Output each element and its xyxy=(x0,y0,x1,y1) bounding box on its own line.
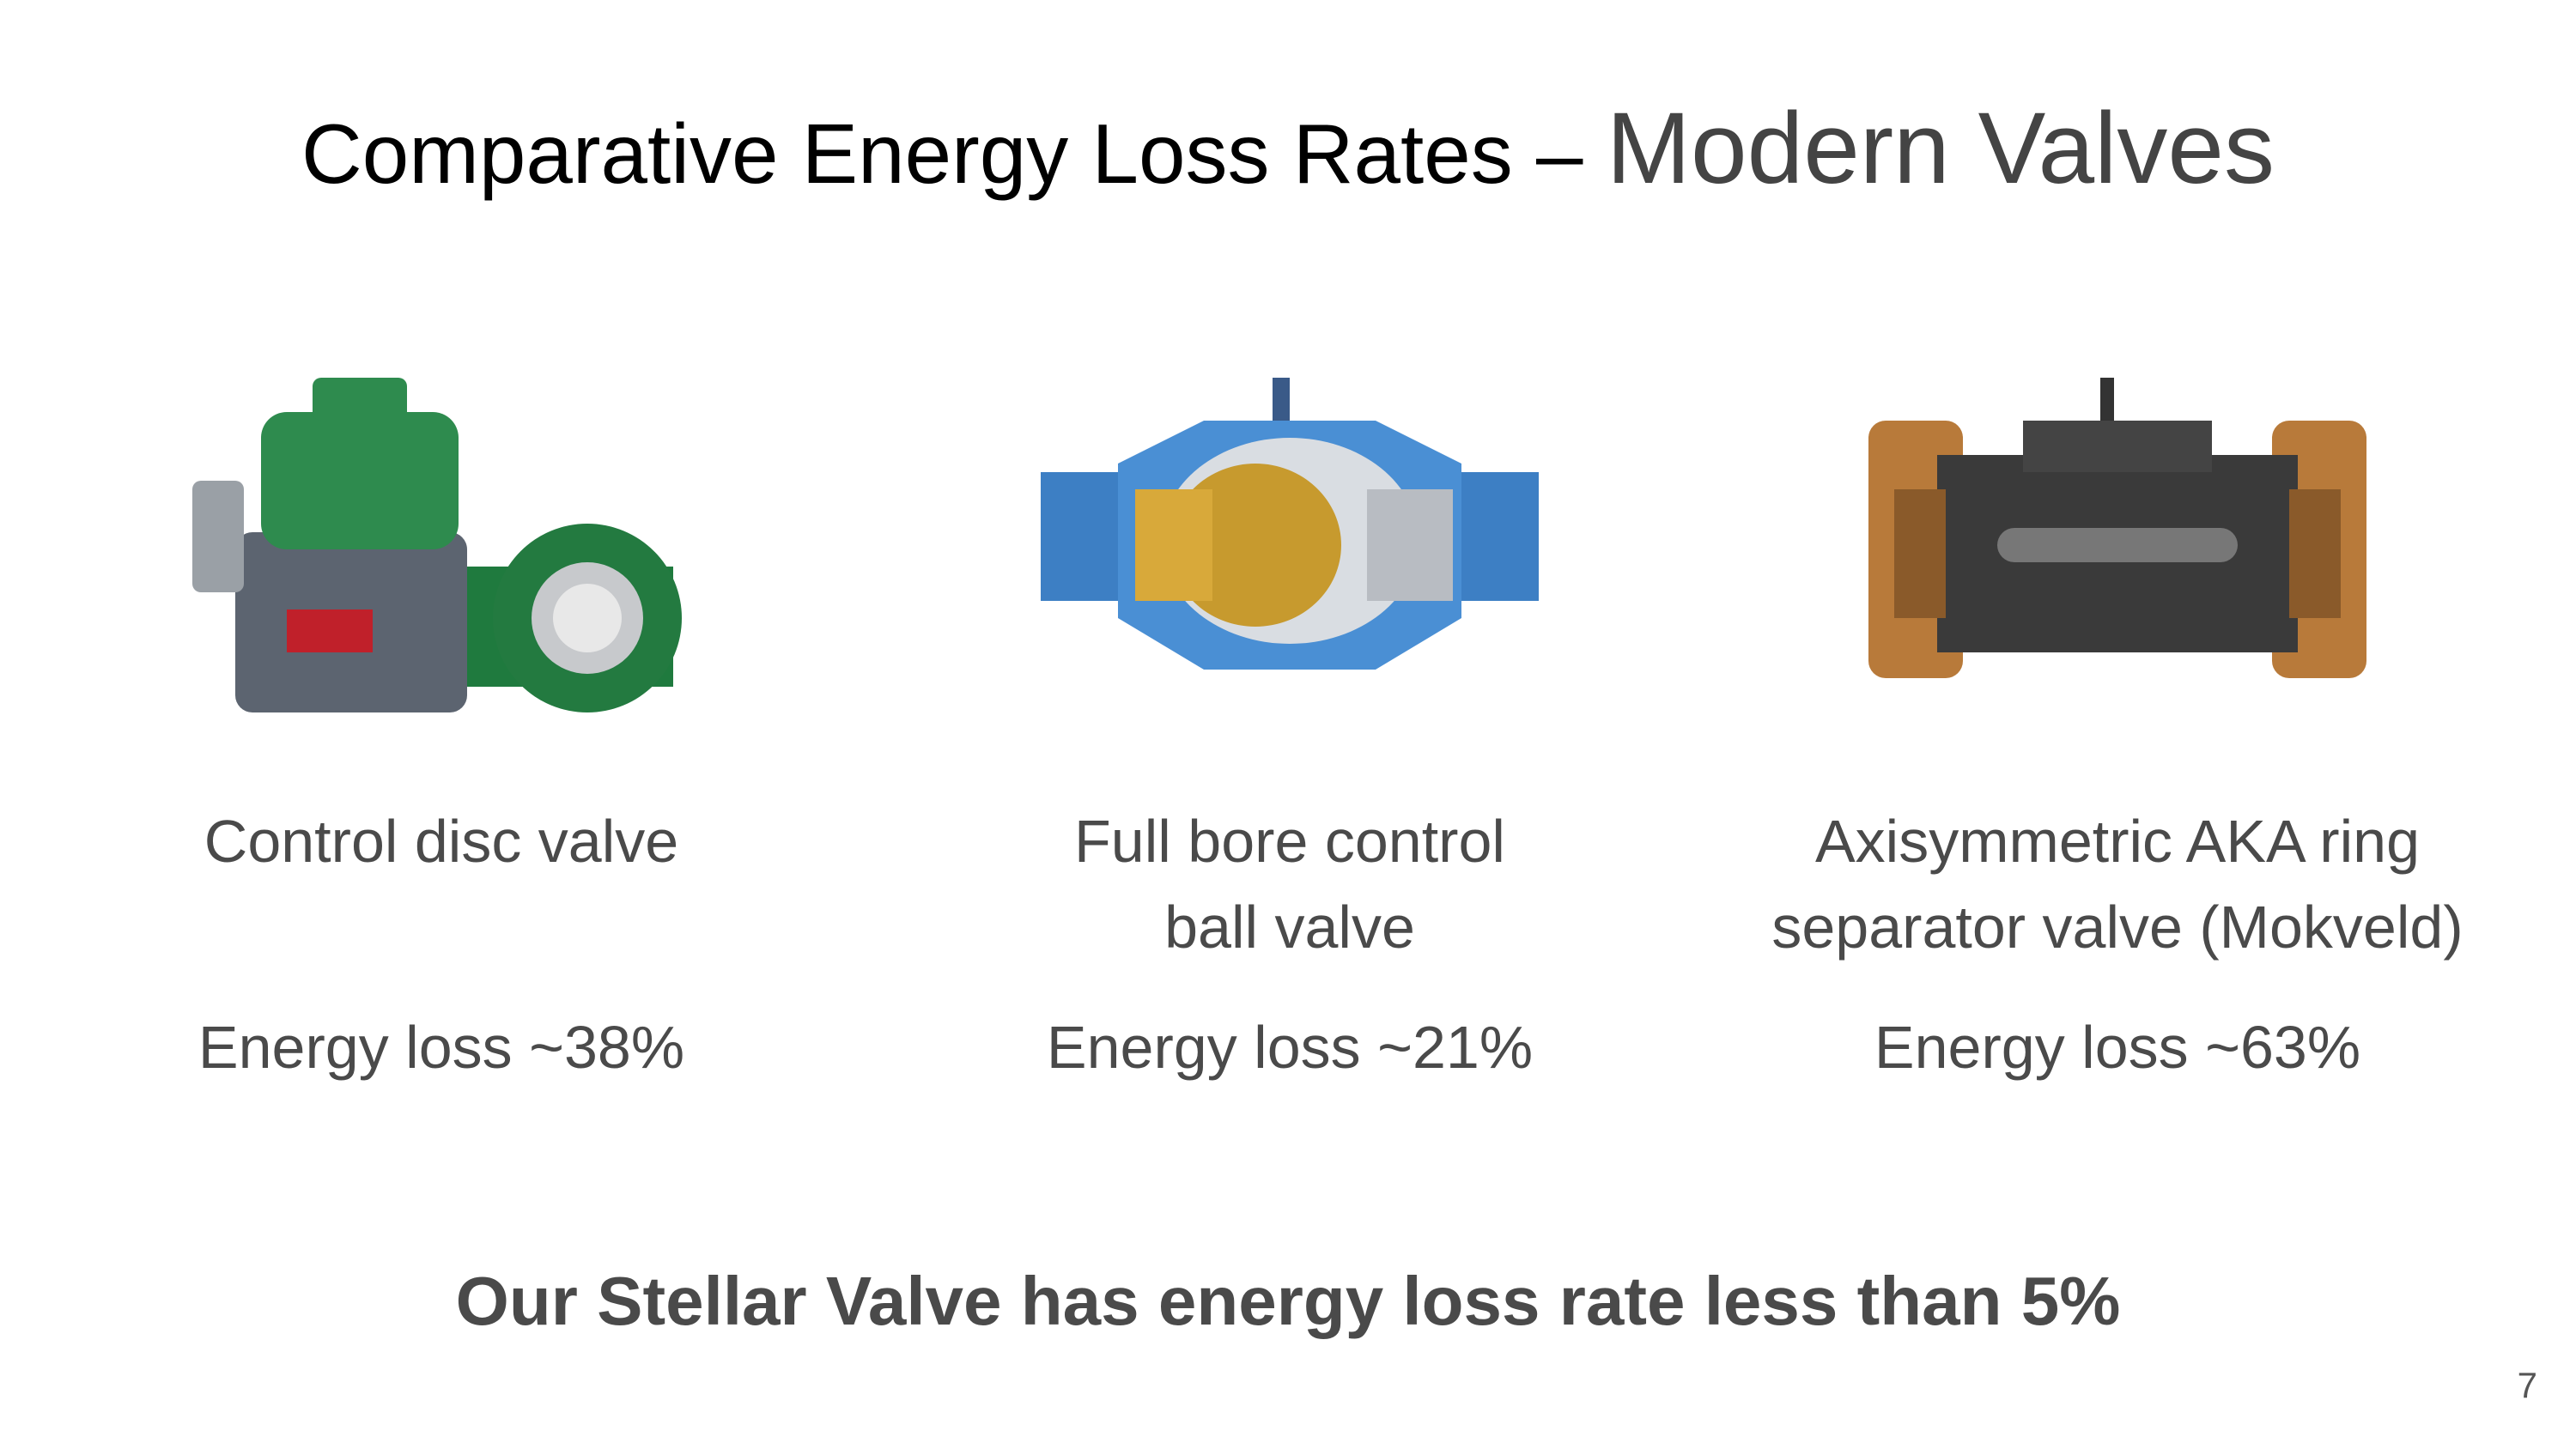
energy-loss: Energy loss ~38% xyxy=(197,1014,685,1081)
title-main: Comparative Energy Loss Rates – xyxy=(301,106,1607,201)
valve-column: Full bore control ball valve Energy loss … xyxy=(860,361,1719,1081)
valve-name: Axisymmetric AKA ring separator valve (Mo… xyxy=(1688,798,2547,970)
valve-column: Control disc valve Energy loss ~38% xyxy=(12,361,871,1081)
valve-column: Axisymmetric AKA ring separator valve (Mo… xyxy=(1688,361,2547,1081)
valve-name: Full bore control ball valve xyxy=(860,798,1719,970)
valve-image xyxy=(1041,378,1539,670)
valve-name: Control disc valve xyxy=(12,798,871,884)
valve-name-line: separator valve (Mokveld) xyxy=(1771,894,2464,961)
valve-name-line: ball valve xyxy=(1164,894,1415,961)
valve-name-line: Full bore control xyxy=(1074,808,1505,875)
valve-image xyxy=(192,378,682,712)
energy-loss: Energy loss ~21% xyxy=(1046,1014,1534,1081)
energy-loss: Energy loss ~63% xyxy=(1874,1014,2361,1081)
valve-name-line: Control disc valve xyxy=(204,808,679,875)
title: Comparative Energy Loss Rates – Modern V… xyxy=(0,90,2576,207)
title-accent: Modern Valves xyxy=(1606,92,2275,205)
page-number: 7 xyxy=(2517,1365,2537,1405)
footer-statement: Our Stellar Valve has energy loss rate l… xyxy=(455,1263,2121,1339)
valve-image xyxy=(1868,378,2366,678)
valve-name-line: Axisymmetric AKA ring xyxy=(1814,808,2421,875)
